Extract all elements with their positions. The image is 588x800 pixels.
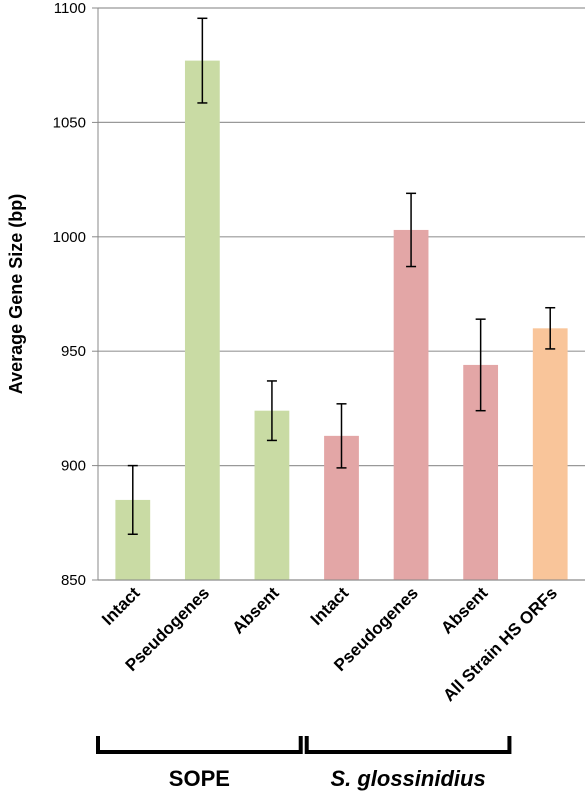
y-tick-label: 950 <box>61 343 86 360</box>
bar <box>184 60 220 580</box>
error-bar <box>266 380 277 442</box>
group-bracket <box>96 736 303 754</box>
x-tick-label: Absent <box>437 583 491 637</box>
bar <box>393 229 429 580</box>
group-bracket <box>304 736 512 754</box>
error-bar <box>197 17 208 104</box>
y-tick-label: 1050 <box>53 114 86 131</box>
x-tick-label: All Strain HS ORFs <box>439 583 561 705</box>
x-tick-label: Intact <box>307 583 353 629</box>
bar <box>532 328 568 580</box>
y-tick-label: 850 <box>61 572 86 589</box>
group-label: S. glossinidius <box>330 766 485 791</box>
x-tick-label: Absent <box>229 583 283 637</box>
error-bar <box>406 192 417 268</box>
error-bar <box>127 464 138 535</box>
group-label: SOPE <box>169 766 230 791</box>
x-tick-label: Intact <box>98 583 144 629</box>
y-tick-label: 1100 <box>54 0 86 17</box>
error-bar <box>475 318 486 412</box>
error-bar <box>545 306 556 350</box>
y-tick-label: 1000 <box>53 229 86 246</box>
y-axis-label: Average Gene Size (bp) <box>6 194 26 394</box>
error-bar <box>336 403 347 469</box>
y-tick-label: 900 <box>61 458 86 475</box>
